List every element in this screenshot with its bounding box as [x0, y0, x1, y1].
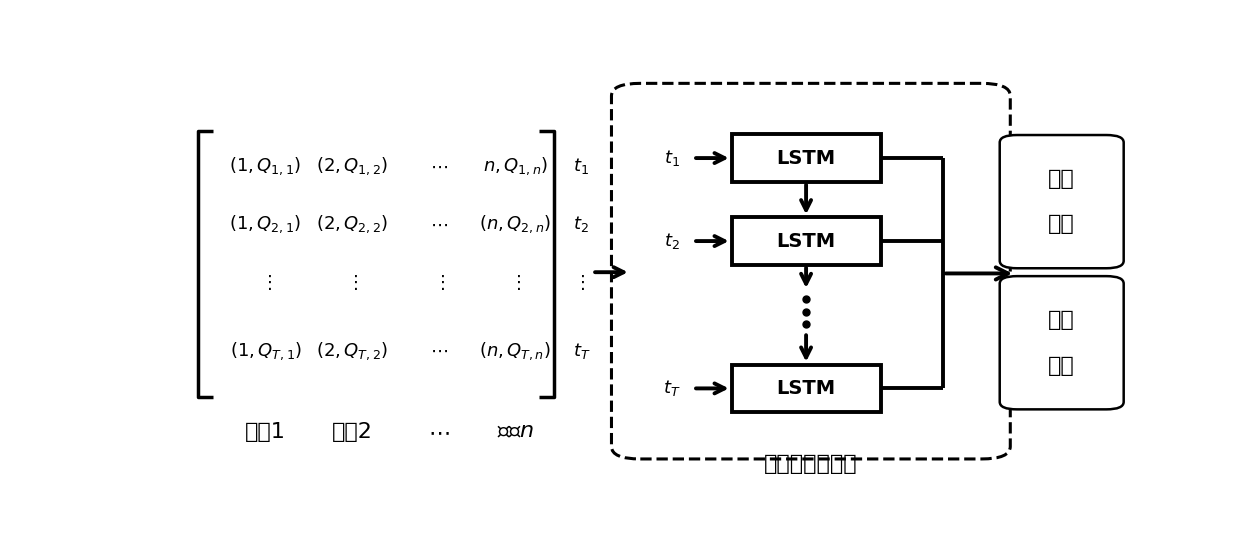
Text: $t_2$: $t_2$	[665, 231, 680, 251]
Text: $t_2$: $t_2$	[573, 215, 589, 234]
Text: 对照: 对照	[1048, 356, 1075, 376]
Text: $\cdots$: $\cdots$	[429, 157, 448, 175]
Text: $\vdots$: $\vdots$	[573, 273, 585, 292]
Text: LSTM: LSTM	[776, 149, 836, 168]
Text: $\cdots$: $\cdots$	[429, 342, 448, 360]
FancyBboxPatch shape	[611, 84, 1011, 459]
Text: $t_1$: $t_1$	[665, 148, 680, 168]
Text: $\cdots$: $\cdots$	[428, 422, 449, 442]
Text: 疾病: 疾病	[1048, 215, 1075, 234]
Text: $(1, Q_{T,1})$: $(1, Q_{T,1})$	[229, 340, 301, 362]
Text: $(2, Q_{1,2})$: $(2, Q_{1,2})$	[316, 156, 388, 177]
Text: LSTM: LSTM	[776, 232, 836, 251]
Text: LSTM: LSTM	[776, 379, 836, 398]
Text: $\vdots$: $\vdots$	[433, 273, 444, 292]
FancyBboxPatch shape	[999, 135, 1123, 268]
Text: 脑区$n$: 脑区$n$	[497, 422, 534, 442]
Text: $n, Q_{1,n})$: $n, Q_{1,n})$	[482, 156, 548, 177]
Text: $t_T$: $t_T$	[663, 378, 681, 398]
FancyBboxPatch shape	[732, 217, 880, 265]
FancyBboxPatch shape	[732, 134, 880, 182]
FancyBboxPatch shape	[732, 364, 880, 412]
Text: $(n, Q_{2,n})$: $(n, Q_{2,n})$	[479, 213, 552, 235]
Text: 脑区1: 脑区1	[246, 422, 286, 442]
Text: $\vdots$: $\vdots$	[259, 273, 272, 292]
Text: $t_1$: $t_1$	[573, 156, 589, 176]
FancyBboxPatch shape	[999, 276, 1123, 409]
Text: $(1, Q_{2,1})$: $(1, Q_{2,1})$	[229, 213, 301, 235]
Text: $(2, Q_{T,2})$: $(2, Q_{T,2})$	[316, 340, 388, 362]
Text: $\vdots$: $\vdots$	[346, 273, 358, 292]
Text: $(n, Q_{T,n})$: $(n, Q_{T,n})$	[480, 340, 552, 362]
Text: 脑区2: 脑区2	[331, 422, 372, 442]
Text: 精神: 精神	[1048, 169, 1075, 189]
Text: $\vdots$: $\vdots$	[510, 273, 521, 292]
Text: 长短期记忆网络: 长短期记忆网络	[764, 454, 858, 474]
Text: $\cdots$: $\cdots$	[429, 216, 448, 233]
Text: $(2, Q_{2,2})$: $(2, Q_{2,2})$	[316, 213, 388, 235]
Text: $t_T$: $t_T$	[573, 341, 590, 361]
Text: $(1, Q_{1,1})$: $(1, Q_{1,1})$	[229, 156, 301, 177]
Text: 正常: 正常	[1048, 310, 1075, 330]
